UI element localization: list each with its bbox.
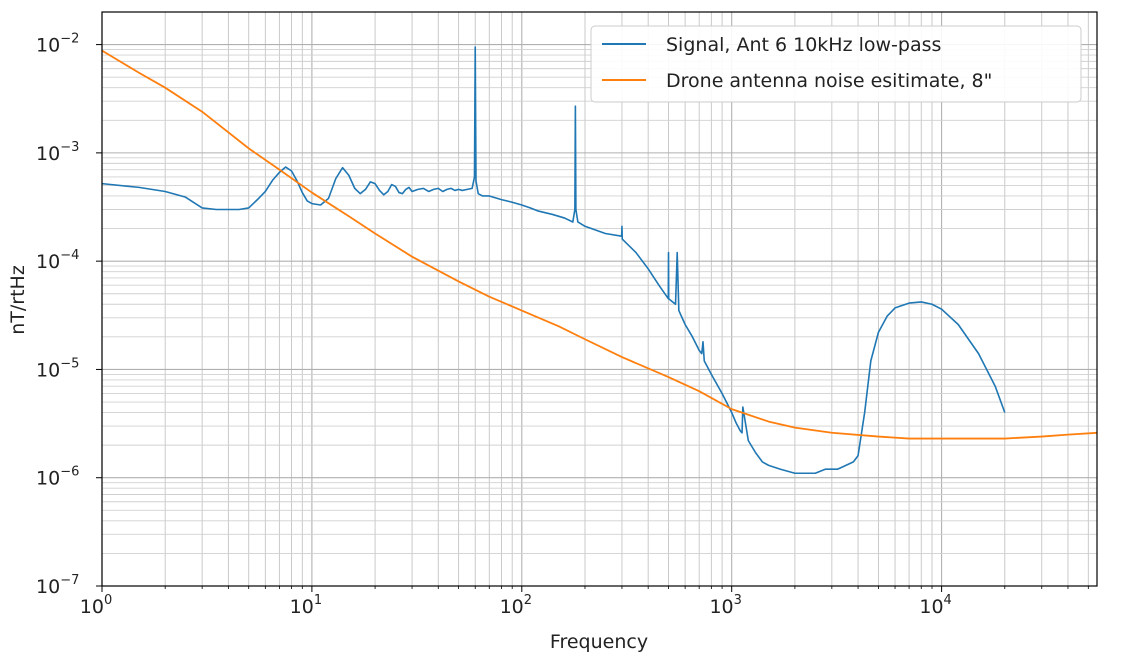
legend: Signal, Ant 6 10kHz low-pass Drone anten…: [590, 25, 1082, 103]
y-tick-label: 10−7: [36, 573, 79, 598]
y-tick-label: 10−2: [36, 32, 79, 57]
series-line-0: [102, 46, 1006, 475]
y-tick-label: 10−5: [36, 356, 79, 381]
x-tick-label: 103: [709, 593, 741, 618]
x-tick-label: 100: [80, 593, 112, 618]
y-tick-label: 10−6: [36, 465, 79, 490]
legend-box: [590, 25, 1082, 103]
x-tick-label: 104: [919, 593, 951, 618]
legend-label-noise: Drone antenna noise esitimate, 8": [666, 70, 992, 92]
x-axis-label: Frequency: [550, 631, 648, 653]
x-tick-label: 101: [290, 593, 322, 618]
y-axis-ticks: 10−7 10−6 10−5 10−4 10−3 10−2: [36, 32, 102, 598]
y-axis-label: nT/rtHz: [7, 265, 29, 335]
series-lines: [102, 46, 1097, 475]
y-tick-label: 10−4: [36, 248, 79, 273]
series-line-1: [102, 49, 1097, 440]
y-tick-label: 10−3: [36, 140, 79, 165]
plot-frame: [101, 11, 1098, 587]
x-axis-ticks: 100 101 102 103 104: [80, 586, 1089, 618]
legend-label-signal: Signal, Ant 6 10kHz low-pass: [666, 34, 941, 56]
x-tick-label: 102: [500, 593, 532, 618]
